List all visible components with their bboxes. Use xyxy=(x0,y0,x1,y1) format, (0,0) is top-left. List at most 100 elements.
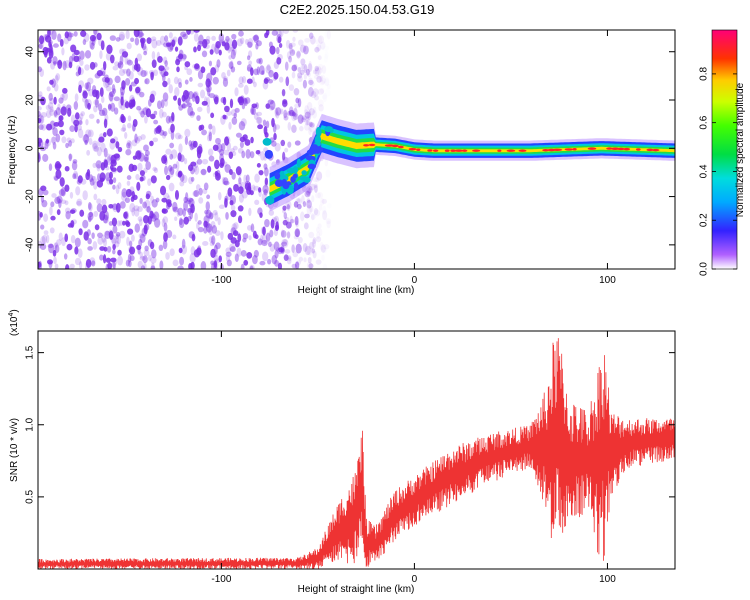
noise-point xyxy=(44,140,49,150)
y-tick-label: 20 xyxy=(25,94,36,106)
noise-point xyxy=(298,39,304,46)
noise-point xyxy=(177,134,183,140)
noise-point xyxy=(134,37,140,46)
noise-point xyxy=(278,43,283,49)
noise-point xyxy=(117,146,123,153)
noise-point xyxy=(48,92,53,101)
noise-point xyxy=(291,71,296,79)
noise-point xyxy=(99,210,106,221)
noise-point xyxy=(223,39,229,49)
noise-point xyxy=(156,100,162,110)
noise-point xyxy=(139,176,144,182)
noise-point xyxy=(144,78,150,85)
noise-point xyxy=(98,109,106,117)
noise-point xyxy=(315,259,322,265)
noise-point xyxy=(58,189,66,197)
noise-point xyxy=(320,242,324,250)
noise-point xyxy=(253,68,259,76)
colorbar-tick-label: 0.8 xyxy=(699,67,710,81)
noise-point xyxy=(40,195,44,203)
noise-point xyxy=(265,232,271,242)
noise-point xyxy=(181,238,186,249)
noise-point xyxy=(76,65,81,72)
noise-point xyxy=(322,206,326,215)
noise-point xyxy=(129,202,136,213)
noise-point xyxy=(113,107,119,115)
noise-point xyxy=(51,78,56,88)
noise-point xyxy=(162,56,168,64)
noise-point xyxy=(215,137,221,145)
noise-point xyxy=(294,261,300,269)
noise-point xyxy=(300,64,305,70)
noise-point xyxy=(213,260,218,269)
noise-point xyxy=(303,222,309,230)
noise-point xyxy=(59,38,64,47)
noise-point xyxy=(247,41,253,48)
noise-point xyxy=(169,153,174,160)
noise-point xyxy=(53,111,59,118)
noise-point xyxy=(233,183,239,192)
noise-point xyxy=(68,153,73,160)
noise-point xyxy=(244,97,251,104)
noise-point xyxy=(184,136,189,146)
noise-point xyxy=(250,108,254,114)
noise-point xyxy=(225,211,229,220)
noise-point xyxy=(89,34,97,42)
noise-point xyxy=(313,209,321,217)
noise-point xyxy=(305,68,310,76)
noise-point xyxy=(317,88,325,95)
track-peak xyxy=(651,148,660,152)
noise-point xyxy=(202,38,208,49)
noise-point xyxy=(193,189,200,198)
noise-point xyxy=(38,139,44,149)
noise-point xyxy=(267,79,274,84)
noise-point xyxy=(123,211,129,220)
noise-point xyxy=(189,252,196,263)
noise-point xyxy=(313,106,317,114)
noise-point xyxy=(275,221,279,230)
noise-point xyxy=(96,163,101,172)
snr-plot-area xyxy=(38,338,675,569)
spectrogram-panel: -100 0 100 -40 -20 0 20 40 Height of straight … xyxy=(7,29,676,296)
y-tick-label: -20 xyxy=(25,189,36,204)
noise-point xyxy=(208,236,214,243)
noise-point xyxy=(209,241,215,247)
noise-point xyxy=(269,106,275,111)
noise-point xyxy=(49,108,55,117)
noise-point xyxy=(88,203,93,212)
noise-point xyxy=(277,36,282,44)
noise-point xyxy=(245,149,251,159)
noise-point xyxy=(125,30,130,40)
noise-point xyxy=(140,265,146,269)
noise-point xyxy=(205,221,210,229)
noise-point xyxy=(105,257,111,263)
noise-point xyxy=(241,104,246,110)
noise-point xyxy=(120,115,126,124)
noise-point xyxy=(51,193,57,198)
noise-point xyxy=(161,131,167,139)
noise-point xyxy=(128,70,134,80)
noise-point xyxy=(200,89,206,99)
noise-point xyxy=(137,260,144,269)
noise-point xyxy=(152,137,159,143)
noise-point xyxy=(257,149,261,157)
noise-point xyxy=(149,93,155,103)
noise-point xyxy=(42,189,49,196)
noise-point xyxy=(308,79,314,86)
noise-point xyxy=(245,174,250,183)
noise-point xyxy=(57,103,61,111)
noise-point xyxy=(38,151,41,160)
noise-point xyxy=(274,249,279,259)
noise-point xyxy=(310,214,316,220)
noise-point xyxy=(175,55,183,62)
noise-point xyxy=(46,56,52,64)
noise-point xyxy=(208,212,214,220)
noise-point xyxy=(78,228,83,236)
noise-point xyxy=(234,87,239,97)
noise-point xyxy=(190,203,195,214)
noise-point xyxy=(43,230,49,235)
noise-point xyxy=(291,64,298,72)
noise-point xyxy=(93,210,99,218)
noise-point xyxy=(317,223,322,230)
noise-point xyxy=(269,45,276,55)
